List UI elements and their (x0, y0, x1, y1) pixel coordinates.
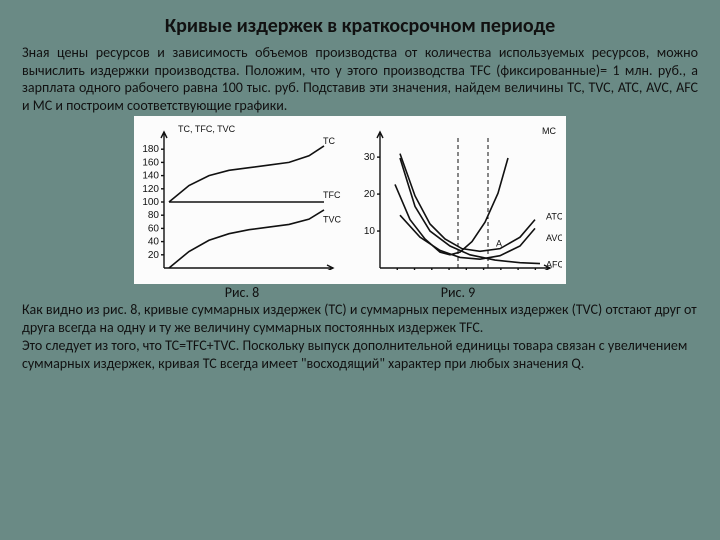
svg-text:A: A (496, 239, 502, 249)
title: Кривые издержек в краткосрочном периоде (22, 14, 698, 38)
caption-9: Рис. 9 (350, 284, 566, 301)
svg-text:10: 10 (364, 226, 376, 237)
svg-text:AVC: AVC (546, 233, 562, 243)
svg-text:40: 40 (148, 237, 160, 248)
svg-text:120: 120 (142, 184, 159, 195)
paragraph-bottom: Как видно из рис. 8, кривые суммарных из… (22, 301, 698, 373)
svg-text:60: 60 (148, 223, 160, 234)
svg-text:100: 100 (142, 197, 159, 208)
svg-text:AFC: AFC (546, 260, 562, 270)
caption-8: Рис. 8 (134, 284, 350, 301)
chart-captions: Рис. 8 Рис. 9 (134, 284, 566, 301)
svg-text:30: 30 (364, 152, 376, 163)
svg-text:80: 80 (148, 210, 160, 221)
paragraph-top: Зная цены ресурсов и зависимость объемов… (22, 44, 698, 114)
svg-text:20: 20 (364, 189, 376, 200)
chart-8: 18016014012010080604020TC, TFC, TVCQTCTF… (138, 120, 344, 270)
svg-text:TC, TFC, TVC: TC, TFC, TVC (178, 124, 236, 134)
svg-text:ATC: ATC (546, 212, 562, 222)
svg-text:20: 20 (148, 250, 160, 261)
svg-text:160: 160 (142, 157, 159, 168)
svg-text:TC: TC (323, 136, 335, 146)
svg-text:180: 180 (142, 144, 159, 155)
slide: Кривые издержек в краткосрочном периоде … (0, 0, 720, 540)
chart-9: 302010102030405060708090QMCATCAVCAFCA (358, 120, 562, 270)
svg-text:MC: MC (542, 126, 556, 136)
svg-text:TFC: TFC (323, 190, 341, 200)
svg-text:TVC: TVC (323, 215, 342, 225)
chart-zone: 18016014012010080604020TC, TFC, TVCQTCTF… (134, 116, 566, 284)
svg-text:140: 140 (142, 171, 159, 182)
